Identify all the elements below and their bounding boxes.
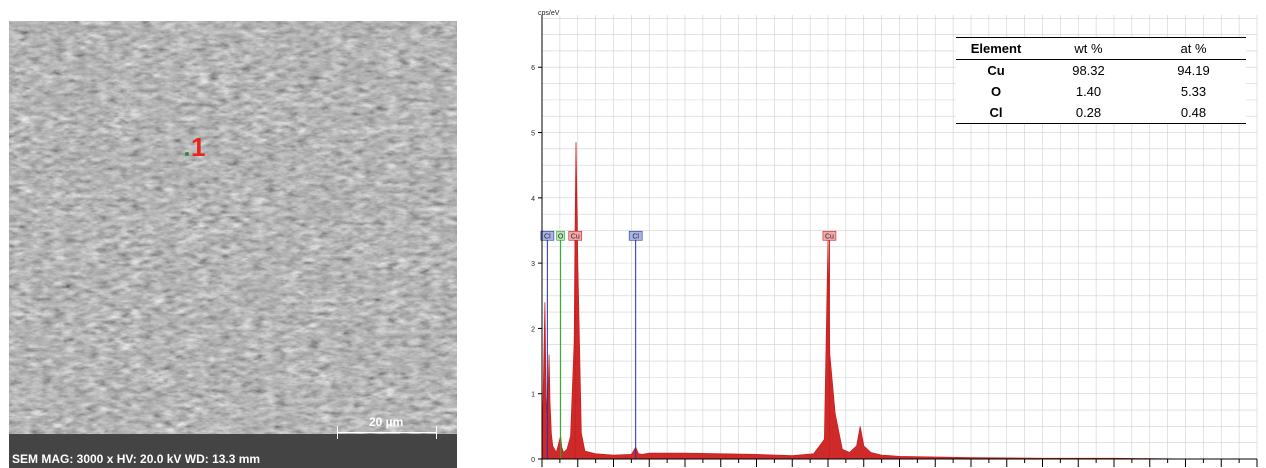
element-cell: Cl: [989, 105, 1003, 120]
element-cell: Cu: [987, 63, 1005, 78]
element-marker-box: [628, 230, 643, 241]
sem-info-bar: SEM MAG: 3000 x HV: 20.0 kV WD: 13.3 mm: [9, 434, 457, 468]
wt-cell: 1.40: [1075, 84, 1102, 99]
y-tick-label: 3: [531, 261, 535, 268]
wt-cell: 98.32: [1072, 63, 1105, 78]
element-marker-box: [556, 230, 565, 241]
element-marker-box: [540, 230, 555, 241]
scale-bar-label: 20 µm: [369, 415, 404, 429]
y-tick-label: 6: [531, 65, 535, 72]
y-tick-label: 4: [531, 196, 535, 203]
column-header-wt: wt %: [1074, 41, 1103, 56]
table-row: O 1.40 5.33: [956, 81, 1246, 102]
table-row: Cl 0.28 0.48: [956, 102, 1246, 124]
element-cell: O: [990, 84, 1002, 99]
y-tick-label: 5: [531, 131, 535, 138]
sem-micrograph: [9, 21, 457, 468]
table-header-row: Element wt % at %: [956, 37, 1246, 60]
eds-spectrum-chart: Cl O Cu Cl Cu 0 1 2 3 4 5 6: [531, 15, 1258, 467]
y-tick-label: 0: [531, 457, 535, 464]
element-marker-label: Cl: [632, 233, 639, 240]
element-marker-label: Cu: [571, 233, 580, 240]
column-header-at: at %: [1180, 41, 1207, 56]
y-tick-label: 2: [531, 326, 535, 333]
scale-bar-tick: [436, 426, 437, 439]
analysis-point-label: 1: [191, 132, 206, 162]
y-axis-unit-label: cps/eV: [538, 10, 560, 17]
element-marker-box: [568, 230, 583, 241]
at-cell: 94.19: [1177, 63, 1210, 78]
element-marker-label: O: [558, 233, 564, 240]
at-cell: 0.48: [1180, 105, 1207, 120]
column-header-element: Element: [970, 41, 1022, 56]
analysis-point-marker: [185, 152, 189, 156]
sem-info-text: SEM MAG: 3000 x HV: 20.0 kV WD: 13.3 mm: [12, 452, 261, 466]
spectrum-area: [541, 142, 1257, 460]
element-marker-label: Cu: [825, 233, 834, 240]
scale-bar: [337, 432, 437, 433]
at-cell: 5.33: [1180, 84, 1207, 99]
element-marker-box: [822, 230, 837, 241]
composition-table: Element wt % at % Cu 98.32 94.19 O 1.40 …: [956, 37, 1246, 124]
element-marker-label: Cl: [544, 233, 551, 240]
sem-image: 1 SEM MAG: 3000 x HV: 20.0 kV WD: 13.3 m…: [9, 21, 457, 468]
wt-cell: 0.28: [1075, 105, 1102, 120]
scale-bar-tick: [337, 426, 338, 439]
y-tick-label: 1: [531, 392, 535, 399]
table-row: Cu 98.32 94.19: [956, 60, 1246, 82]
